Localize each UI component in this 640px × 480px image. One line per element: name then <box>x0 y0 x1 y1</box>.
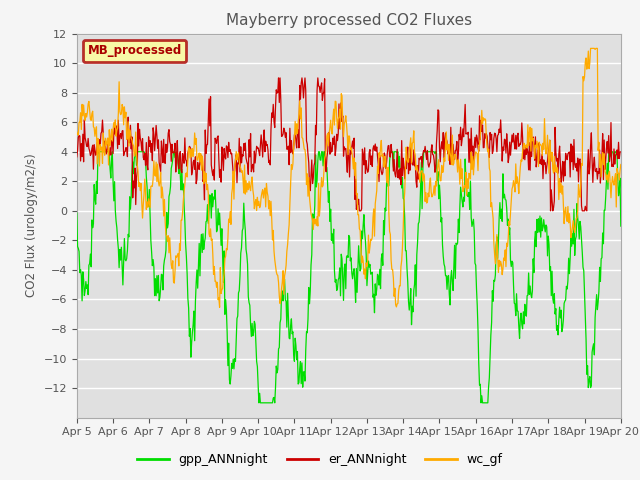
Legend: gpp_ANNnight, er_ANNnight, wc_gf: gpp_ANNnight, er_ANNnight, wc_gf <box>132 448 508 471</box>
Y-axis label: CO2 Flux (urology/m2/s): CO2 Flux (urology/m2/s) <box>25 154 38 298</box>
Legend: MB_processed: MB_processed <box>83 39 186 62</box>
Title: Mayberry processed CO2 Fluxes: Mayberry processed CO2 Fluxes <box>226 13 472 28</box>
